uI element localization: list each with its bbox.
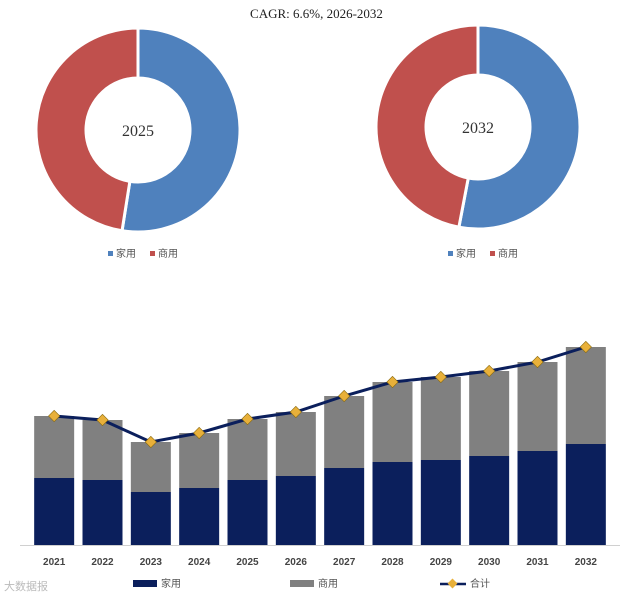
donut-slice-商用	[34, 26, 140, 233]
x-tick-label-2031: 2031	[526, 557, 549, 568]
bar-家用-2032	[565, 444, 606, 545]
donut-slice-家用	[457, 23, 582, 231]
bar-商用-2024	[179, 433, 220, 488]
bar-家用-2024	[179, 488, 220, 545]
line-marker-2024	[193, 426, 206, 440]
line-marker-2031	[531, 355, 544, 369]
line-marker-2022	[96, 413, 109, 427]
line-series-合计	[54, 345, 587, 444]
bar-家用-2027	[324, 468, 365, 545]
bar-商用-2029	[420, 377, 461, 460]
bar-chart-legend: 家用 商用 合计	[133, 577, 490, 590]
line-marker-2026	[289, 405, 302, 419]
bar-商用-2030	[469, 371, 510, 456]
line-marker-2028	[386, 375, 399, 389]
bar-家用-2026	[275, 476, 316, 545]
x-tick-label-2021: 2021	[43, 557, 66, 568]
legend-swatch-家用	[448, 251, 453, 256]
donut-slice-商用	[374, 23, 480, 229]
line-marker-2025	[241, 412, 254, 426]
watermark-text: 大数据报	[4, 580, 48, 593]
bar-家用-2030	[469, 456, 510, 545]
stacked-bar-chart: 2021 2022 2023 2024 2025 2026 2027 2028 2029 2030…	[20, 340, 620, 590]
legend-swatch-商用	[290, 580, 314, 587]
bar-家用-2023	[130, 492, 171, 545]
legend-swatch-家用	[133, 580, 157, 587]
legend-swatch-商用	[150, 251, 155, 256]
legend-label-家用: 家用	[161, 577, 181, 590]
line-marker-2021	[48, 409, 61, 423]
x-tick-label-2029: 2029	[430, 557, 453, 568]
bar-商用-2022	[82, 420, 123, 480]
line-marker-2029	[434, 370, 447, 384]
bar-商用-2027	[324, 396, 365, 468]
donut-chart-2032: 2032 家用 商用	[374, 23, 582, 260]
bar-商用-2026	[275, 412, 316, 476]
x-tick-label-2024: 2024	[188, 557, 211, 568]
x-tick-label-2028: 2028	[381, 557, 404, 568]
legend-label-家用: 家用	[116, 247, 136, 260]
line-marker-2032	[579, 340, 592, 354]
bar-商用-2025	[227, 419, 268, 480]
x-tick-label-2022: 2022	[91, 557, 114, 568]
x-tick-label-2026: 2026	[285, 557, 308, 568]
bar-商用-2028	[372, 382, 413, 462]
legend-marker-合计	[447, 578, 458, 589]
bar-家用-2025	[227, 480, 268, 545]
bar-家用-2031	[517, 451, 558, 545]
line-marker-2030	[483, 364, 496, 378]
donut-slice-家用	[120, 26, 242, 234]
legend-label-商用: 商用	[498, 247, 518, 260]
bar-商用-2021	[34, 416, 75, 478]
legend-label-合计: 合计	[470, 577, 490, 590]
x-tick-label-2027: 2027	[333, 557, 356, 568]
legend-label-商用: 商用	[318, 577, 338, 590]
x-tick-label-2023: 2023	[140, 557, 163, 568]
bar-家用-2022	[82, 480, 123, 545]
bar-家用-2021	[34, 478, 75, 545]
legend-label-家用: 家用	[456, 247, 476, 260]
bar-商用-2023	[130, 442, 171, 492]
bar-商用-2031	[517, 362, 558, 451]
legend-swatch-家用	[108, 251, 113, 256]
line-marker-2023	[144, 435, 157, 449]
legend-swatch-商用	[490, 251, 495, 256]
x-tick-label-2025: 2025	[236, 557, 259, 568]
donut-center-label: 2032	[462, 120, 494, 137]
bar-家用-2028	[372, 462, 413, 545]
bar-商用-2032	[565, 347, 606, 444]
chart-title: CAGR: 6.6%, 2026-2032	[250, 6, 383, 21]
legend-label-商用: 商用	[158, 247, 178, 260]
x-tick-label-2032: 2032	[575, 557, 598, 568]
donut-chart-2025: 2025 家用 商用	[34, 26, 242, 260]
donut-center-label: 2025	[122, 123, 154, 140]
bar-家用-2029	[420, 460, 461, 545]
line-marker-2027	[338, 389, 351, 403]
x-tick-label-2030: 2030	[478, 557, 501, 568]
